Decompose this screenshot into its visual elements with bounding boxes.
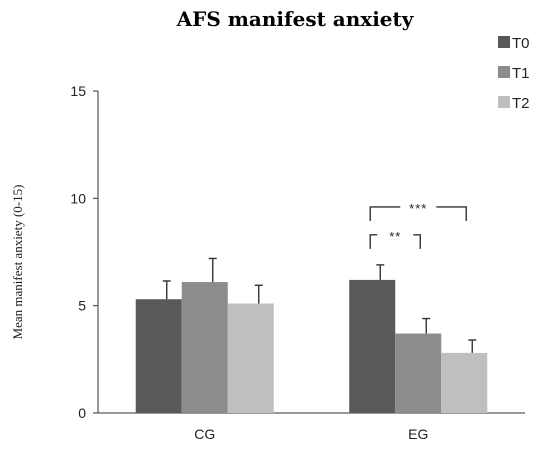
significance-label: *** [409,201,427,216]
y-axis-label: Mean manifest anxiety (0-15) [10,185,25,340]
chart-title: AFS manifest anxiety [176,7,415,31]
legend: T0 T1 T2 [498,35,530,112]
y-ticks: 0 5 10 15 [70,83,98,421]
y-tick-label: 10 [70,190,86,206]
category-label: CG [194,426,215,442]
category-label: EG [408,426,428,442]
error-bars [162,257,477,353]
category-labels: CG EG [194,426,428,442]
bar-eg-t2 [441,352,488,413]
legend-swatch-t0 [498,36,510,48]
y-tick-label: 15 [70,83,86,99]
legend-label-t0: T0 [512,35,530,52]
bar-eg-t1 [395,333,442,413]
y-tick-label: 0 [78,405,86,421]
significance-label: ** [389,229,401,244]
y-tick-label: 5 [78,298,86,314]
bar-eg-t0 [349,279,396,413]
bar-cg-t0 [135,299,182,413]
bracket-gap [400,203,437,210]
legend-swatch-t1 [498,66,510,78]
bars [135,279,488,413]
legend-label-t2: T2 [512,95,530,112]
significance-annotations: ***** [369,201,467,249]
bar-cg-t1 [181,282,228,413]
bar-cg-t2 [227,303,274,413]
legend-swatch-t2 [498,96,510,108]
legend-label-t1: T1 [512,65,530,82]
bracket-gap [377,231,414,238]
